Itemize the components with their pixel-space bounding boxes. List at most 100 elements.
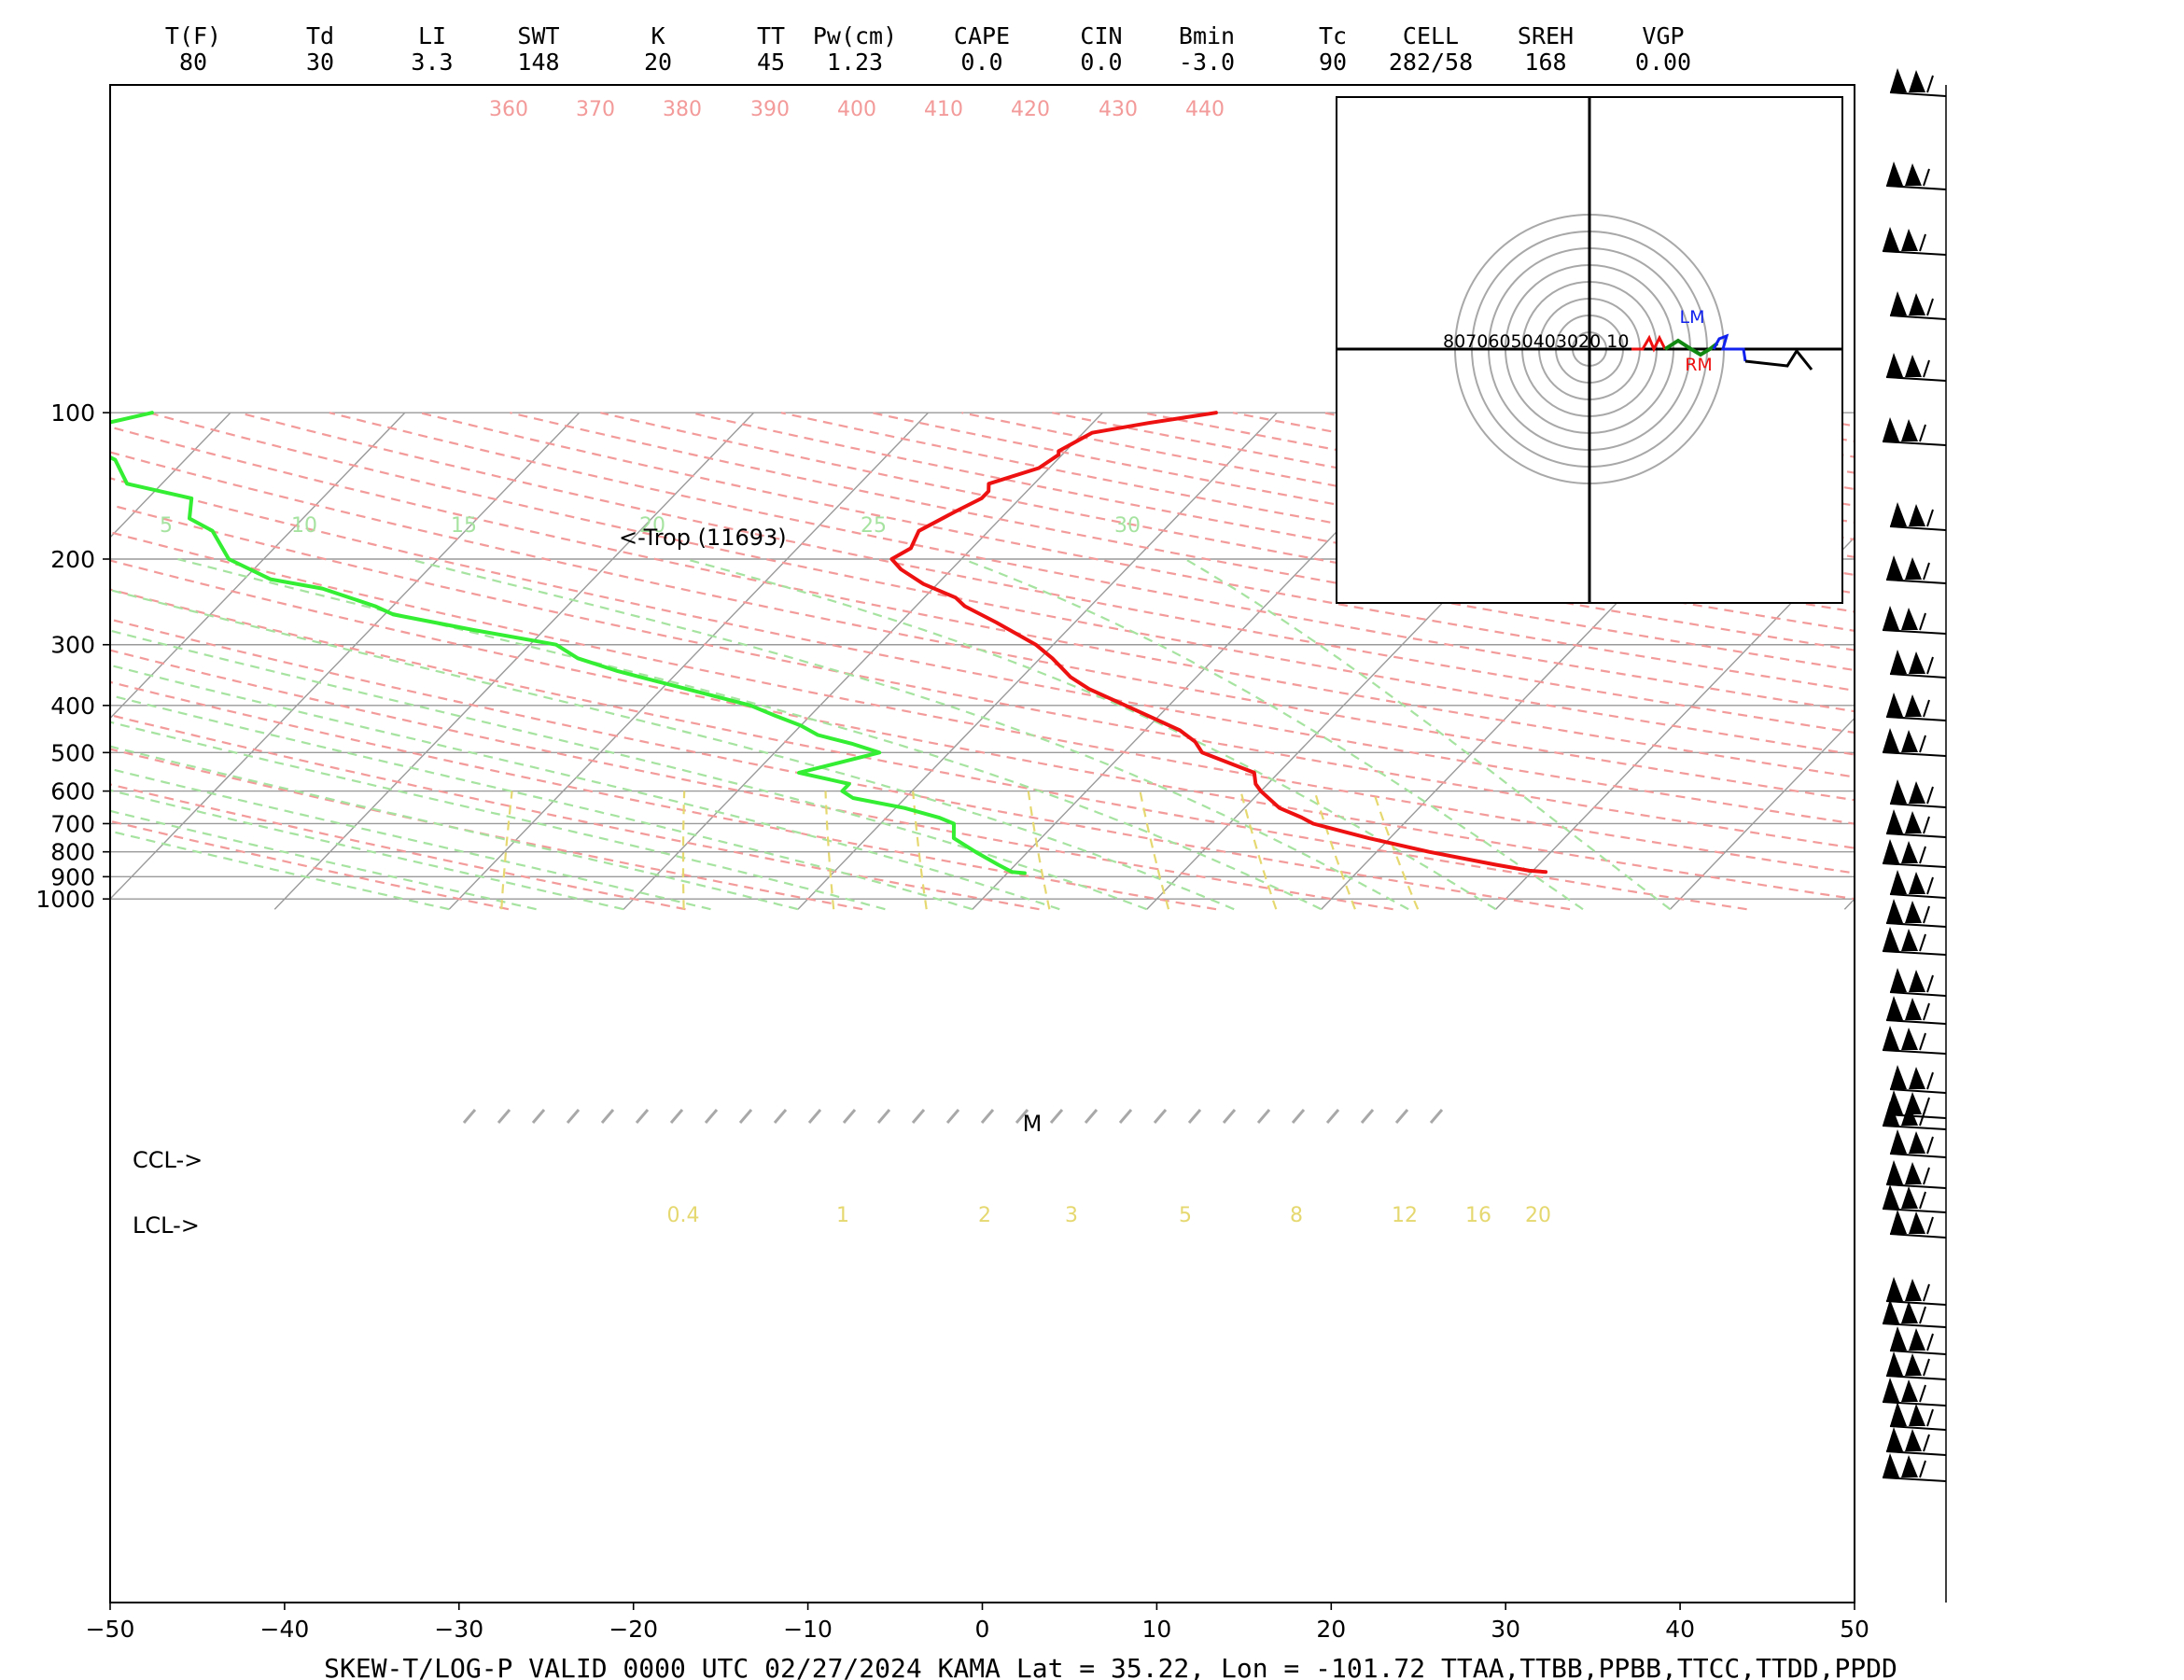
wind-barb-pennant: [1883, 728, 1899, 752]
y-tick-label: 800: [50, 839, 95, 866]
x-tick-label: −40: [260, 1616, 310, 1643]
x-tick-label: −50: [86, 1616, 135, 1643]
wind-barb-pennant: [1901, 929, 1918, 951]
wind-barb: [1885, 899, 1947, 928]
wind-barb: [1882, 1299, 1947, 1328]
hatch-mark: [1360, 1109, 1375, 1124]
wind-barb-pennant: [1901, 1028, 1918, 1050]
wind-barb-feather: [1919, 1032, 1926, 1051]
wind-barb-shaft: [1889, 803, 1947, 808]
dry-adiabat-line: [110, 649, 1393, 911]
wind-barb-shaft: [1889, 1088, 1947, 1094]
wind-barb-feather: [1919, 735, 1926, 753]
hatch-mark: [1325, 1109, 1340, 1124]
wind-barb: [1885, 693, 1947, 721]
hatch-mark: [566, 1109, 581, 1124]
index-label: T(F): [165, 22, 221, 49]
moist-adiabat-line: [110, 767, 711, 911]
wind-barb-shaft: [1882, 1323, 1947, 1328]
wind-barb-feather: [1919, 424, 1926, 442]
hatch-mark: [1187, 1109, 1202, 1124]
wind-barb-feather: [1919, 1384, 1926, 1403]
wind-barb-pennant: [1890, 1129, 1907, 1154]
ccl-label: CCL->: [133, 1147, 203, 1173]
wind-barb-pennant: [1901, 1186, 1918, 1209]
wind-barb-pennant: [1905, 163, 1922, 186]
wind-barb-pennant: [1901, 1455, 1918, 1477]
wind-barb-feather: [1923, 359, 1930, 378]
mixing-ratio-label: 8: [1290, 1204, 1303, 1227]
wind-barb-pennant: [1886, 1277, 1903, 1301]
tropopause-label: <-Trop (11693): [619, 525, 787, 551]
moist-adiabat-line: [110, 664, 1060, 911]
index-label: SREH: [1518, 22, 1574, 49]
wind-barb-feather: [1926, 509, 1934, 527]
wind-barb: [1885, 1351, 1947, 1380]
y-tick-label: 300: [50, 632, 95, 659]
index-value: 0.0: [960, 49, 1002, 76]
wind-barb-shaft: [1885, 716, 1947, 721]
wind-barb: [1889, 291, 1947, 320]
dry-adiabat-line: [110, 559, 1855, 901]
wind-barb-pennant: [1886, 555, 1903, 580]
wind-barb-pennant: [1905, 901, 1922, 923]
index-value: 90: [1319, 49, 1347, 76]
wind-barb-pennant: [1886, 161, 1903, 186]
wind-barb-pennant: [1883, 839, 1899, 863]
wind-barb-shaft: [1882, 862, 1947, 868]
index-value: 282/58: [1389, 49, 1473, 76]
wind-barb-feather: [1919, 1460, 1926, 1478]
wind-barb-pennant: [1883, 417, 1899, 441]
wind-barb-pennant: [1883, 227, 1899, 251]
wind-barb-shaft: [1882, 250, 1947, 256]
wind-barb-shaft: [1882, 1049, 1947, 1055]
index-label: LI: [418, 22, 446, 49]
wind-barb-feather: [1926, 656, 1934, 675]
wind-barb-shaft: [1885, 185, 1947, 190]
moist-adiabat-line: [110, 588, 1235, 911]
hatch-mark: [1084, 1109, 1099, 1124]
wind-barb-pennant: [1886, 693, 1903, 717]
wind-barb: [1882, 417, 1947, 446]
wind-barb-pennant: [1886, 1160, 1903, 1184]
hatch-mark: [842, 1109, 857, 1124]
index-label: K: [651, 22, 665, 49]
isotherm-grid: [110, 412, 1855, 910]
wind-barb-shaft: [1889, 673, 1947, 679]
index-label: TT: [757, 22, 785, 49]
wind-barb: [1882, 606, 1947, 635]
y-tick-label: 700: [50, 810, 95, 837]
wind-barb-shaft: [1889, 1233, 1947, 1239]
wind-barb-shaft: [1882, 1401, 1947, 1407]
hodograph-trace-mid: [1663, 338, 1719, 357]
x-tick-label: 20: [1316, 1616, 1346, 1643]
wind-barb-feather: [1926, 974, 1934, 993]
mixing-ratio-line: [500, 791, 513, 910]
wind-barb-shaft: [1885, 1300, 1947, 1306]
mixing-ratio-label: 20: [1525, 1204, 1551, 1227]
wind-barb: [1882, 728, 1947, 757]
index-value: 168: [1524, 49, 1566, 76]
moist-adiabat-label: 25: [861, 514, 887, 538]
wind-barb-pennant: [1909, 1131, 1925, 1154]
dry-adiabat-line: [110, 588, 1747, 911]
dry-adiabat-line: [780, 412, 1855, 613]
wind-barb-pennant: [1901, 419, 1918, 441]
isotherm-line: [1669, 717, 1855, 910]
wind-barb: [1889, 650, 1947, 679]
moist-adiabat-line: [110, 693, 973, 911]
wind-barb-feather: [1919, 612, 1926, 631]
wind-barb: [1885, 555, 1947, 584]
index-value: 0.0: [1080, 49, 1122, 76]
hatch-mark: [1256, 1109, 1271, 1124]
wind-barb-pennant: [1890, 68, 1907, 92]
x-tick-label: −30: [434, 1616, 483, 1643]
wind-barb: [1882, 1026, 1947, 1055]
hatch-mark: [531, 1109, 546, 1124]
isotherm-line: [110, 412, 581, 901]
index-value: 80: [179, 49, 207, 76]
